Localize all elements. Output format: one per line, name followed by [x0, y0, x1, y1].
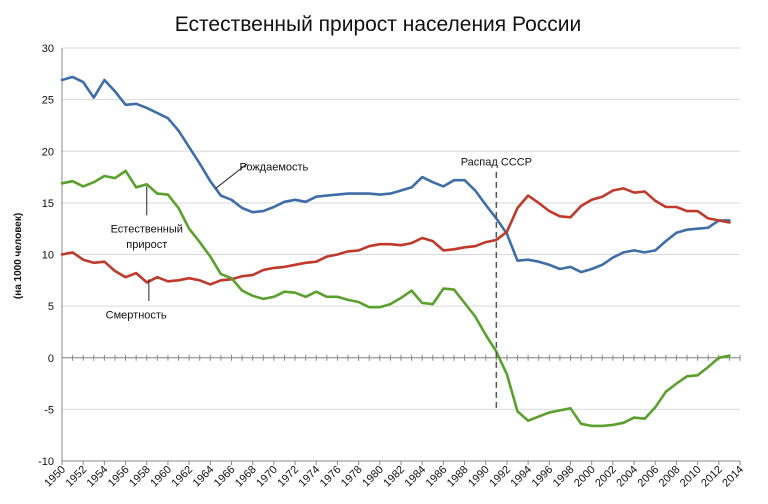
x-tick-label: 1952: [64, 464, 90, 490]
x-tick-label: 2002: [593, 464, 619, 490]
x-tick-label: 1990: [466, 464, 492, 490]
axes: 302520151050-5-1019501952195419561958196…: [38, 43, 746, 489]
annotation-label: Рождаемость: [239, 162, 308, 174]
x-tick-label: 1954: [85, 464, 111, 490]
annotation-label: Распад СССР: [461, 157, 532, 169]
series-line: [60, 187, 731, 286]
x-tick-label: 1972: [275, 464, 301, 490]
y-tick-label: 0: [48, 353, 54, 365]
x-tick-label: 2008: [657, 464, 683, 490]
x-tick-label: 1958: [127, 464, 153, 490]
annotation-leader: [215, 163, 248, 189]
series-line: [60, 75, 731, 274]
x-tick-label: 1960: [148, 464, 174, 490]
x-tick-label: 1996: [530, 464, 556, 490]
x-tick-label: 1968: [233, 464, 259, 490]
y-tick-label: 15: [42, 198, 54, 210]
annotations: Рождаемость Естественный прирост Смертность…: [106, 157, 532, 410]
grid-lines: [62, 47, 740, 462]
y-axis-label: (на 1000 человек): [13, 213, 24, 299]
x-tick-label: 1962: [169, 464, 195, 490]
x-tick-label: 1986: [424, 464, 450, 490]
x-tick-label: 1982: [381, 464, 407, 490]
x-tick-label: 1980: [360, 464, 386, 490]
x-tick-label: 1984: [403, 464, 429, 490]
x-tick-label: 1970: [254, 464, 280, 490]
x-tick-label: 2000: [572, 464, 598, 490]
y-tick-label: 20: [42, 146, 54, 158]
y-tick-label: -5: [44, 404, 54, 416]
chart-title: Естественный прирост населения России: [175, 13, 581, 36]
y-tick-label: 25: [42, 95, 54, 107]
annotation-label: Естественный: [111, 224, 183, 236]
series-line: [60, 169, 731, 428]
y-tick-label: -10: [38, 456, 54, 468]
x-tick-label: 1998: [551, 464, 577, 490]
x-tick-label: 1992: [487, 464, 513, 490]
x-tick-label: 2014: [720, 464, 746, 490]
x-tick-label: 1974: [297, 464, 323, 490]
x-tick-label: 2010: [678, 464, 704, 490]
x-tick-label: 1964: [191, 464, 217, 490]
x-tick-label: 2006: [636, 464, 662, 490]
series-lines: [60, 75, 731, 428]
x-tick-label: 1994: [508, 464, 534, 490]
x-tick-label: 1988: [445, 464, 471, 490]
y-tick-label: 10: [42, 250, 54, 262]
y-tick-label: 5: [48, 301, 54, 313]
x-tick-label: 2012: [699, 464, 725, 490]
annotation-label: прирост: [126, 239, 167, 251]
y-tick-label: 30: [42, 43, 54, 55]
x-tick-label: 1956: [106, 464, 132, 490]
x-tick-label: 1966: [212, 464, 238, 490]
x-tick-label: 2004: [614, 464, 640, 490]
x-tick-label: 1976: [318, 464, 344, 490]
annotation-label: Смертность: [106, 309, 167, 321]
x-tick-label: 1978: [339, 464, 365, 490]
